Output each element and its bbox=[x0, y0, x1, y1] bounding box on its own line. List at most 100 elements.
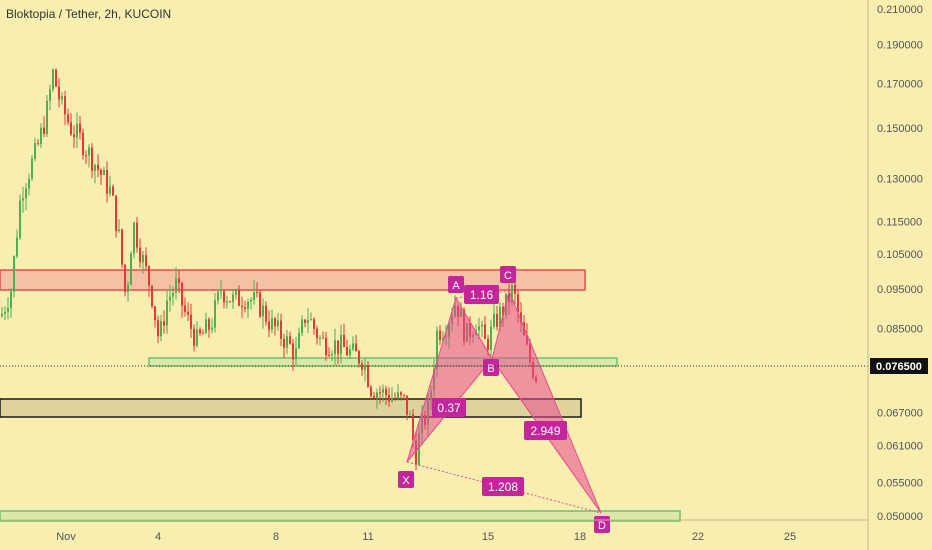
candle-body-8 bbox=[25, 188, 27, 199]
candle-body-170 bbox=[511, 285, 513, 303]
candle-body-78 bbox=[235, 289, 237, 295]
candle-body-12 bbox=[37, 143, 39, 145]
candle-body-106 bbox=[319, 337, 321, 339]
candle-body-164 bbox=[493, 313, 495, 327]
candle-body-69 bbox=[208, 319, 210, 330]
candle-body-16 bbox=[49, 89, 51, 101]
candle-body-27 bbox=[82, 132, 84, 156]
candle-body-98 bbox=[295, 348, 297, 360]
candle-body-71 bbox=[214, 300, 216, 328]
candle-body-48 bbox=[145, 255, 147, 267]
candle-body-33 bbox=[100, 169, 102, 175]
candle-body-111 bbox=[334, 340, 336, 355]
ratio-box-1 bbox=[432, 398, 466, 417]
candle-body-129 bbox=[388, 395, 390, 402]
candle-body-47 bbox=[142, 255, 144, 263]
candle-body-173 bbox=[520, 312, 522, 323]
candle-body-80 bbox=[241, 305, 243, 308]
candle-body-24 bbox=[73, 134, 75, 138]
ratio-label-2: 2.949 bbox=[530, 424, 560, 438]
candle-body-97 bbox=[292, 343, 294, 360]
candle-body-50 bbox=[151, 285, 153, 307]
candle-body-57 bbox=[172, 292, 174, 297]
candle-body-131 bbox=[394, 397, 396, 399]
candle-body-35 bbox=[106, 169, 108, 194]
last-price-box bbox=[870, 358, 928, 374]
candle-body-9 bbox=[28, 178, 30, 189]
candle-body-124 bbox=[373, 396, 375, 399]
candle-body-93 bbox=[280, 320, 282, 339]
candle-body-55 bbox=[166, 300, 168, 326]
candle-body-104 bbox=[313, 319, 315, 329]
candle-body-26 bbox=[79, 123, 81, 133]
candle-body-120 bbox=[361, 363, 363, 370]
candle-body-19 bbox=[58, 86, 60, 100]
candle-body-21 bbox=[64, 96, 66, 115]
x-tick-label-0: Nov bbox=[56, 531, 76, 543]
candle-body-68 bbox=[205, 319, 207, 334]
candle-body-0 bbox=[1, 313, 3, 317]
pattern-bd-line bbox=[491, 358, 602, 514]
candle-body-13 bbox=[40, 127, 42, 144]
y-tick-label-10: 0.067000 bbox=[877, 408, 923, 420]
candle-body-109 bbox=[328, 355, 330, 357]
candle-body-113 bbox=[340, 334, 342, 354]
candle-body-121 bbox=[364, 365, 366, 370]
candle-body-139 bbox=[418, 433, 420, 465]
candle-body-126 bbox=[379, 392, 381, 394]
candle-body-96 bbox=[289, 336, 291, 344]
candle-body-2 bbox=[7, 307, 9, 312]
x-tick-label-6: 22 bbox=[692, 531, 704, 543]
candle-body-67 bbox=[202, 333, 204, 335]
candle-body-72 bbox=[217, 291, 219, 301]
candle-body-74 bbox=[223, 291, 225, 303]
candle-body-161 bbox=[484, 324, 486, 339]
y-tick-label-1: 0.190000 bbox=[877, 39, 923, 51]
zone-support bbox=[148, 357, 618, 367]
x-tick-label-2: 8 bbox=[273, 531, 279, 543]
last-price-tag: 0.076500 bbox=[870, 358, 928, 374]
x-tick-label-1: 4 bbox=[155, 531, 161, 543]
candle-body-10 bbox=[31, 158, 33, 179]
y-tick-label-13: 0.050000 bbox=[877, 511, 923, 523]
price-axis: 0.210000 0.190000 0.170000 0.150000 0.130000… bbox=[877, 4, 923, 523]
candle-body-102 bbox=[307, 319, 309, 323]
candle-body-122 bbox=[367, 365, 369, 387]
y-tick-label-2: 0.170000 bbox=[877, 79, 923, 91]
candle-body-52 bbox=[157, 320, 159, 337]
candle-body-17 bbox=[52, 69, 54, 90]
y-tick-label-8: 0.085000 bbox=[877, 324, 923, 336]
candle-body-136 bbox=[409, 414, 411, 416]
candle-body-3 bbox=[10, 291, 12, 308]
candle-body-81 bbox=[244, 307, 246, 309]
pattern-point-c-box bbox=[500, 266, 516, 283]
candle-body-100 bbox=[301, 319, 303, 333]
candle-body-4 bbox=[13, 256, 15, 292]
ratio-label-3: 1.208 bbox=[488, 480, 518, 494]
harmonic-pattern: X A B C D 1.16 0.37 2.949 1.208 bbox=[398, 266, 610, 533]
candle-body-30 bbox=[91, 147, 93, 171]
last-price-value: 0.076500 bbox=[876, 361, 922, 373]
ratio-label-1: 0.37 bbox=[437, 401, 461, 415]
candle-body-31 bbox=[94, 164, 96, 171]
candle-body-42 bbox=[127, 284, 129, 292]
candle-body-59 bbox=[178, 278, 180, 283]
ratio-box-3 bbox=[482, 477, 524, 496]
candle-body-11 bbox=[34, 143, 36, 159]
candle-body-34 bbox=[103, 169, 105, 175]
candle-body-18 bbox=[55, 69, 57, 87]
candle-body-5 bbox=[16, 237, 18, 257]
candle-body-163 bbox=[490, 326, 492, 350]
candle-body-53 bbox=[160, 321, 162, 337]
candles bbox=[1, 67, 537, 471]
candle-body-90 bbox=[271, 318, 273, 330]
candle-body-82 bbox=[247, 301, 249, 309]
zone-demand bbox=[0, 398, 582, 418]
candle-body-76 bbox=[229, 301, 231, 303]
candle-body-103 bbox=[310, 319, 312, 321]
pattern-point-x: X bbox=[402, 475, 410, 487]
x-tick-label-4: 15 bbox=[482, 531, 494, 543]
candle-body-87 bbox=[262, 305, 264, 317]
